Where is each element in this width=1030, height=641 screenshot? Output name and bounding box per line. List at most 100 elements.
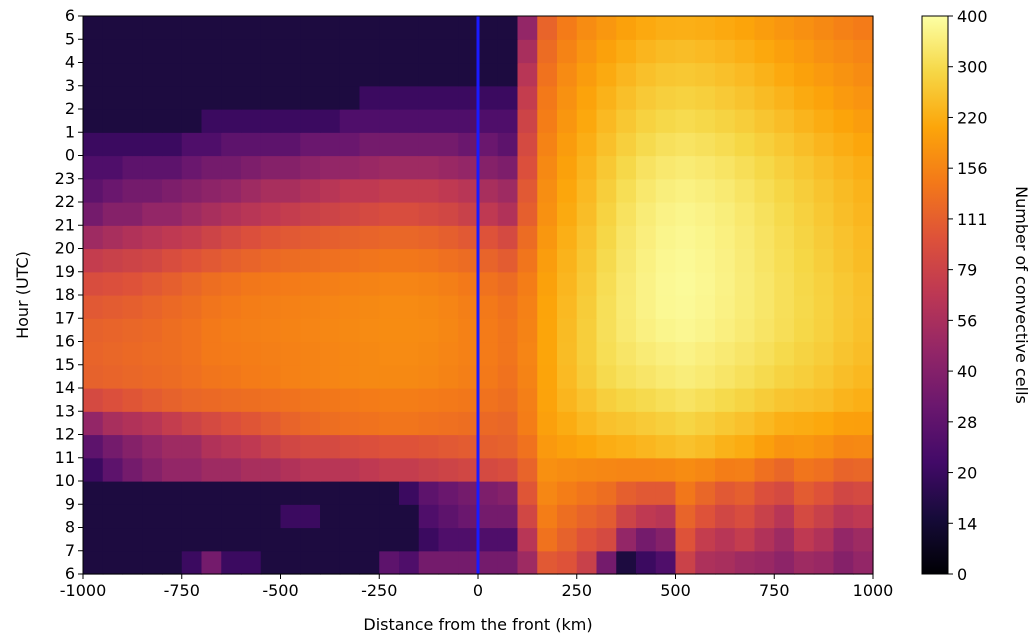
heatmap-cell (655, 318, 677, 343)
heatmap-cell (181, 457, 203, 482)
heatmap-cell (695, 39, 716, 64)
heatmap-cell (122, 85, 143, 110)
heatmap-cell (280, 388, 301, 412)
x-axis: -1000 -750 -500 -250 0 250 500 750 1000 (60, 574, 893, 600)
heatmap-cell (201, 132, 222, 157)
heatmap-cell (418, 178, 440, 203)
heatmap-cell (201, 411, 222, 436)
heatmap-cell (794, 132, 815, 157)
heatmap-cell (813, 411, 835, 436)
heatmap-cell (418, 388, 440, 412)
heatmap-cell (734, 364, 756, 389)
heatmap-cell (675, 550, 696, 575)
heatmap-cell (359, 434, 380, 459)
heatmap-cell (339, 527, 361, 552)
heatmap-cell (517, 364, 538, 389)
heatmap-cell (537, 550, 558, 575)
heatmap-cell (162, 178, 183, 203)
heatmap-cell (102, 527, 124, 552)
heatmap-cell (300, 550, 321, 575)
heatmap-cell (774, 481, 795, 505)
heatmap-cell (794, 457, 815, 482)
heatmap-cell (201, 481, 222, 505)
heatmap-cell (655, 550, 677, 575)
heatmap-cell (359, 109, 380, 133)
heatmap-cell (379, 62, 400, 87)
heatmap-cell (636, 481, 657, 505)
heatmap-cell (715, 155, 736, 180)
y-tick-label: 22 (55, 192, 75, 211)
heatmap-cell (813, 341, 835, 366)
heatmap-cell (695, 271, 716, 296)
heatmap-cell (557, 132, 578, 157)
heatmap-cell (260, 39, 282, 64)
heatmap-cell (774, 295, 795, 319)
heatmap-cell (458, 109, 479, 133)
heatmap-cell (260, 318, 282, 343)
heatmap-cell (438, 225, 459, 250)
heatmap-cell (142, 225, 163, 250)
heatmap-cell (379, 39, 400, 64)
heatmap-cell (616, 178, 637, 203)
heatmap-cell (734, 202, 756, 226)
heatmap-cell (695, 202, 716, 226)
heatmap-cell (379, 295, 400, 319)
heatmap-cell (339, 295, 361, 319)
heatmap-cell (221, 109, 242, 133)
heatmap-cell (418, 16, 440, 40)
heatmap-cell (102, 434, 124, 459)
heatmap-cell (241, 155, 262, 180)
heatmap-cell (695, 550, 716, 575)
heatmap-cell (774, 225, 795, 250)
heatmap-cell (201, 364, 222, 389)
heatmap-cell (596, 550, 617, 575)
heatmap-cell (557, 85, 578, 110)
heatmap-cell (557, 155, 578, 180)
heatmap-cell (418, 457, 440, 482)
heatmap-cell (557, 248, 578, 273)
heatmap-cell (102, 364, 124, 389)
heatmap-cell (320, 202, 341, 226)
y-tick-label: 20 (55, 239, 75, 258)
heatmap-cell (181, 85, 203, 110)
heatmap-cell (695, 225, 716, 250)
heatmap-cell (774, 155, 795, 180)
heatmap-cell (280, 85, 301, 110)
heatmap-cell (794, 85, 815, 110)
heatmap-cell (754, 457, 775, 482)
heatmap-cell (636, 550, 657, 575)
heatmap-cell (517, 271, 538, 296)
heatmap-cell (596, 39, 617, 64)
heatmap-cell (616, 271, 637, 296)
heatmap-cell (300, 39, 321, 64)
heatmap-cell (359, 85, 380, 110)
heatmap-cell (774, 411, 795, 436)
heatmap-cell (794, 504, 815, 529)
heatmap-cell (695, 388, 716, 412)
heatmap-cell (260, 504, 282, 529)
heatmap-cell (734, 248, 756, 273)
heatmap-cell (102, 109, 124, 133)
heatmap-cell (715, 481, 736, 505)
heatmap-cell (300, 248, 321, 273)
y-tick-label: 14 (55, 378, 75, 397)
heatmap-cell (241, 527, 262, 552)
heatmap-cell (675, 504, 696, 529)
heatmap-cell (616, 318, 637, 343)
heatmap-cell (497, 178, 519, 203)
heatmap-cell (102, 457, 124, 482)
heatmap-cell (418, 85, 440, 110)
heatmap-cell (458, 271, 479, 296)
heatmap-cell (458, 16, 479, 40)
heatmap-cell (102, 225, 124, 250)
heatmap-cell (438, 85, 459, 110)
heatmap-cell (813, 504, 835, 529)
heatmap-cell (517, 248, 538, 273)
heatmap-cell (596, 202, 617, 226)
heatmap-cell (300, 504, 321, 529)
heatmap-cell (557, 202, 578, 226)
heatmap-cell (853, 225, 874, 250)
heatmap-cell (438, 202, 459, 226)
heatmap-cell (379, 411, 400, 436)
heatmap-cell (616, 62, 637, 87)
